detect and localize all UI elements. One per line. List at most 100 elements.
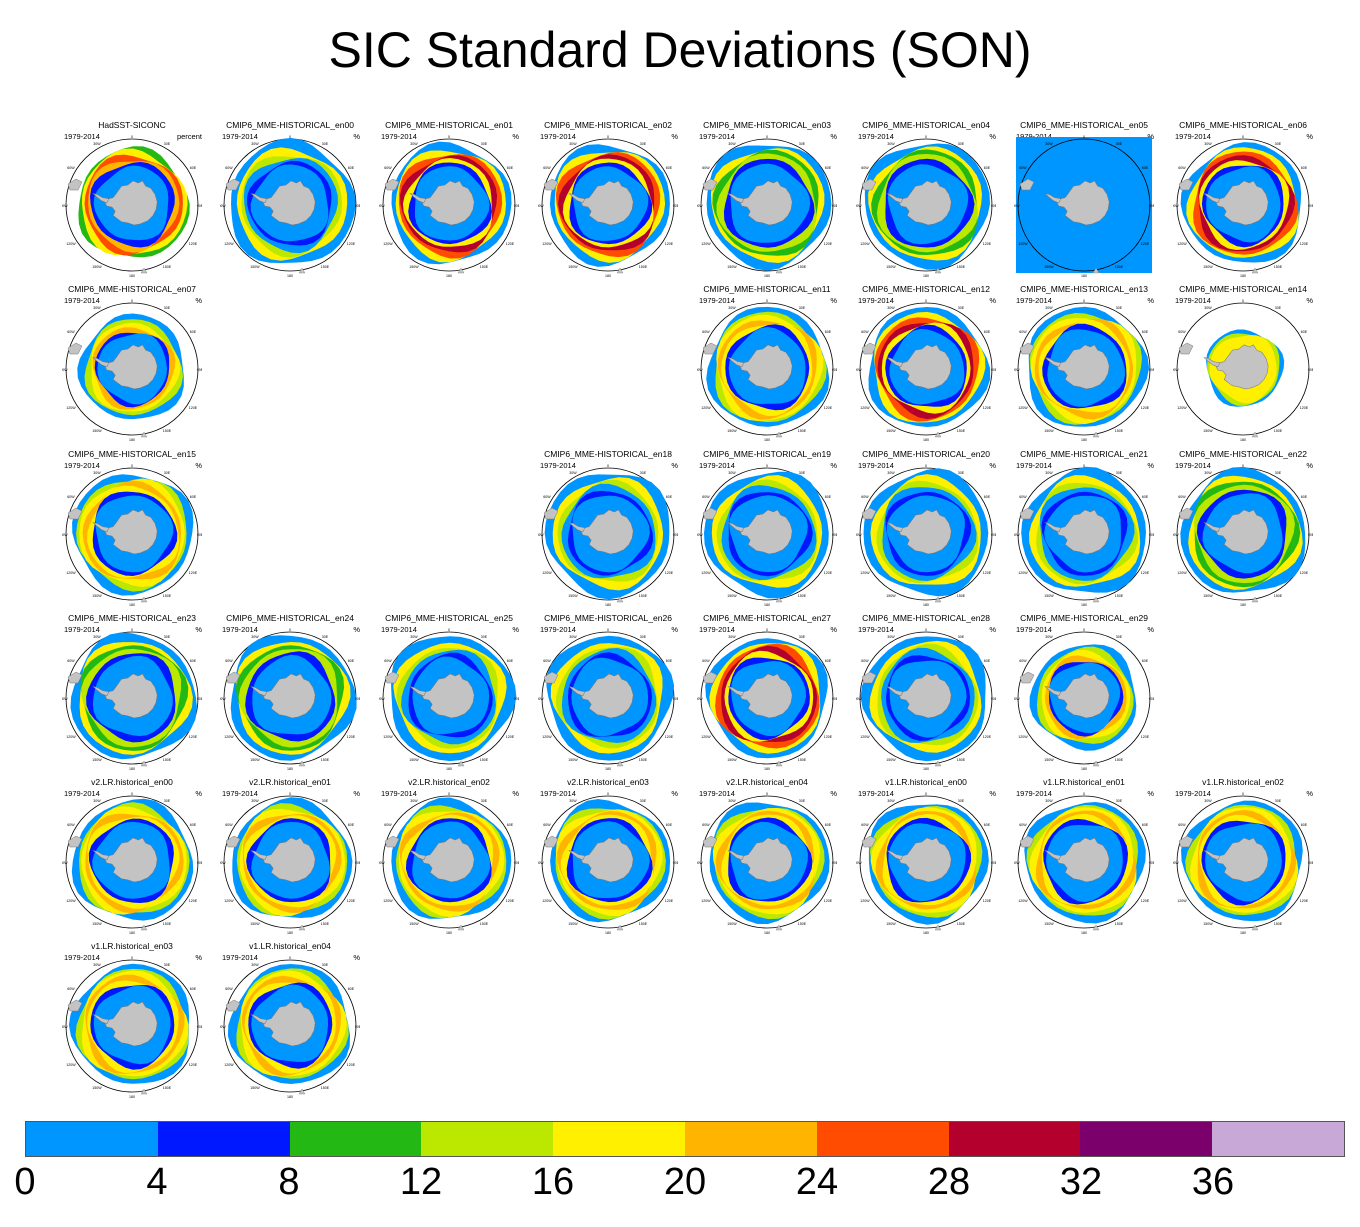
longitude-label: 30W (569, 471, 577, 475)
longitude-label: 150E (798, 265, 807, 269)
south-america-tip (384, 835, 400, 848)
longitude-label: 60E (825, 330, 832, 334)
antarctica-land (1044, 180, 1110, 226)
longitude-label: 90E (1149, 204, 1154, 208)
polar-map: 0 30W 30E 60W 90W 120W 60E 90E 120E 150W 180 150E (379, 135, 519, 278)
longitude-label: 60W (384, 659, 392, 663)
longitude-label: 90E (991, 533, 996, 537)
map-panel: CMIP6_MME-HISTORICAL_en01 1979-2014% 0 30W 3… (379, 120, 533, 278)
longitude-label: 120W (542, 242, 552, 246)
antarctic-peninsula (250, 192, 268, 204)
nz-island (140, 431, 148, 438)
longitude-label: 0 (1083, 135, 1085, 139)
longitude-label: 60E (507, 659, 514, 663)
panel-title: CMIP6_MME-HISTORICAL_en11 (703, 284, 831, 294)
longitude-label: 120E (665, 571, 674, 575)
antarctica-land (250, 180, 316, 226)
longitude-label: 150E (163, 1086, 172, 1090)
figure-title: SIC Standard Deviations (SON) (328, 22, 1032, 78)
longitude-label: 0 (289, 956, 291, 960)
south-america-tip (702, 671, 718, 684)
map-panel: CMIP6_MME-HISTORICAL_en25 1979-2014% 0 30W 3… (379, 613, 533, 771)
panel-unit: % (512, 789, 519, 798)
antarctica-land (727, 344, 793, 390)
longitude-label: 0 (448, 628, 450, 632)
longitude-label: 120W (1177, 899, 1187, 903)
longitude-label: 30W (251, 635, 259, 639)
colorbar-segment (421, 1122, 554, 1156)
longitude-label: 60E (666, 823, 673, 827)
map-panel: v2.LR.historical_en02 1979-2014% 0 30W 30E 60… (379, 777, 533, 935)
south-america-tip (543, 178, 559, 191)
longitude-label: 30W (887, 471, 895, 475)
antarctica-continent (580, 180, 634, 226)
map-boundary-circle (382, 138, 516, 272)
panel-unit: % (989, 132, 996, 141)
longitude-label: 60W (543, 166, 551, 170)
longitude-label: 180 (129, 767, 135, 771)
longitude-label: 120E (824, 242, 833, 246)
south-america-tip (1019, 178, 1035, 191)
longitude-label: 30E (481, 635, 488, 639)
longitude-label: 30E (481, 142, 488, 146)
longitude-label: 60E (825, 166, 832, 170)
longitude-label: 120E (189, 899, 198, 903)
longitude-label: 60W (67, 166, 75, 170)
longitude-label: 90W (697, 204, 703, 208)
longitude-label: 120W (701, 735, 711, 739)
longitude-label: 150E (163, 429, 172, 433)
panel-unit: % (195, 953, 202, 962)
longitude-label: 180 (129, 1095, 135, 1099)
map-panel: HadSST-SICONC 1979-2014 percent 0 30W 30E 60W 9… (62, 120, 216, 278)
longitude-label: 150W (568, 758, 578, 762)
longitude-label: 150W (92, 594, 102, 598)
antarctica-land (250, 837, 316, 883)
nz-island (1092, 760, 1100, 767)
colorbar-segment (26, 1122, 158, 1156)
antarctica-land (92, 1001, 158, 1047)
panel-title: CMIP6_MME-HISTORICAL_en20 (862, 449, 990, 459)
panel-title: v1.LR.historical_en03 (91, 941, 173, 951)
longitude-label: 150E (957, 758, 966, 762)
longitude-label: 90E (1149, 861, 1154, 865)
longitude-label: 90E (673, 204, 678, 208)
polar-map: 0 30W 30E 60W 90W 120W 60E 90E 120E 150W 180 150E (1173, 464, 1313, 607)
longitude-label: 30E (958, 799, 965, 803)
longitude-label: 150W (727, 265, 737, 269)
longitude-label: 150E (480, 922, 489, 926)
longitude-label: 120E (506, 735, 515, 739)
longitude-label: 90E (673, 861, 678, 865)
longitude-label: 120E (1141, 899, 1150, 903)
map-boundary-circle (859, 467, 993, 601)
panel-unit: % (830, 132, 837, 141)
antarctica-land (409, 837, 475, 883)
map-panel: v2.LR.historical_en03 1979-2014% 0 30W 30E 60… (538, 777, 692, 935)
longitude-label: 150W (409, 922, 419, 926)
antarctica-continent (104, 837, 158, 883)
longitude-label: 150E (480, 758, 489, 762)
longitude-label: 60W (543, 495, 551, 499)
longitude-label: 90W (856, 861, 862, 865)
nz-island (616, 267, 624, 274)
colorbar-segment (684, 1122, 817, 1156)
panel-period: 1979-2014 (858, 296, 894, 305)
nz-island (934, 267, 942, 274)
longitude-label: 0 (1242, 135, 1244, 139)
longitude-label: 60E (1301, 330, 1308, 334)
south-america-tip (225, 835, 241, 848)
antarctica-land (92, 180, 158, 226)
longitude-label: 120W (1177, 571, 1187, 575)
nz-island (616, 924, 624, 931)
longitude-label: 30E (164, 142, 171, 146)
longitude-label: 30E (958, 142, 965, 146)
antarctic-peninsula (250, 1013, 268, 1025)
nz-island (457, 267, 465, 274)
longitude-label: 150E (163, 922, 172, 926)
panel-period: 1979-2014 (222, 953, 258, 962)
longitude-label: 60E (1301, 166, 1308, 170)
longitude-label: 0 (607, 792, 609, 796)
map-panel: CMIP6_MME-HISTORICAL_en04 1979-2014% 0 30W 3… (856, 120, 1010, 278)
south-america-tip (1019, 342, 1035, 355)
longitude-label: 90W (220, 204, 226, 208)
longitude-label: 120W (66, 1063, 76, 1067)
